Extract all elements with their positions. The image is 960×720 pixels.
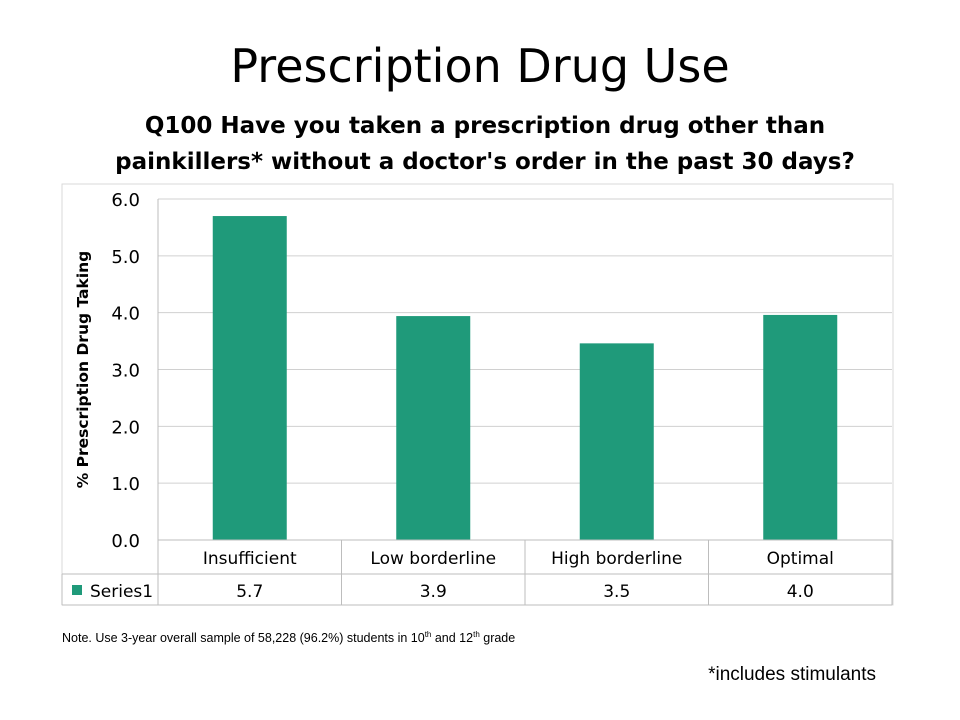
- y-tick-label: 1.0: [111, 474, 140, 495]
- data-table-value: 4.0: [787, 582, 814, 602]
- y-tick-label: 6.0: [111, 190, 140, 211]
- data-table-value: 5.7: [236, 582, 263, 602]
- data-table-value: 3.9: [420, 582, 447, 602]
- legend-swatch-series1: [72, 585, 82, 595]
- slide-title: Prescription Drug Use: [230, 39, 730, 93]
- y-tick-label: 3.0: [111, 361, 140, 382]
- chart-title: Q100 Have you taken a prescription drug …: [80, 108, 890, 180]
- footnote: *includes stimulants: [708, 664, 876, 685]
- chart-title-line-2: painkillers* without a doctor's order in…: [115, 149, 855, 175]
- sample-note: Note. Use 3-year overall sample of 58,22…: [62, 630, 515, 645]
- y-tick-label: 4.0: [111, 304, 140, 325]
- chart-title-line-1: Q100 Have you taken a prescription drug …: [144, 113, 826, 139]
- data-table-value: 3.5: [603, 582, 630, 602]
- x-category-label: High borderline: [551, 549, 682, 569]
- note-text-prefix: Note. Use 3-year overall sample of 58,22…: [62, 631, 425, 646]
- y-tick-label: 2.0: [111, 417, 140, 438]
- bar-insufficient: [212, 216, 287, 541]
- x-category-label: Low borderline: [370, 549, 496, 569]
- bar-optimal: [763, 314, 838, 540]
- note-sup-1: th: [424, 630, 432, 639]
- note-text-suffix: grade: [479, 631, 516, 646]
- x-category-label: Insufficient: [203, 549, 297, 569]
- note-sup-2: th: [473, 630, 480, 639]
- bar-high-borderline: [579, 343, 654, 540]
- y-axis-label: % Prescription Drug Taking: [74, 251, 92, 489]
- y-tick-label: 0.0: [111, 531, 140, 552]
- legend-series-name: Series1: [90, 582, 153, 602]
- x-category-label: Optimal: [767, 549, 834, 569]
- note-text-mid: and 12: [431, 631, 474, 646]
- bar-low-borderline: [396, 316, 471, 540]
- y-tick-label: 5.0: [111, 247, 140, 268]
